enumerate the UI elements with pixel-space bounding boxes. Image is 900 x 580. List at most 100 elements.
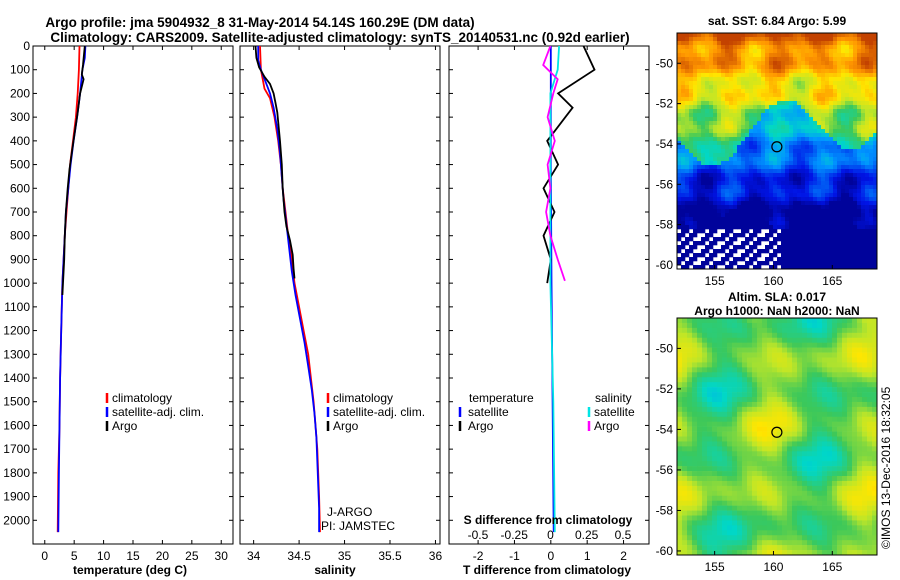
heatmap-cell [807,451,813,457]
heatmap-cell [817,133,822,138]
heatmap-cell [853,257,858,262]
heatmap-cell [753,229,758,234]
heatmap-cell [812,392,818,398]
heatmap-cell [812,401,818,408]
heatmap-cell [747,352,753,358]
heatmap-cell [865,209,870,214]
heatmap-cell [769,193,774,198]
heatmap-cell [777,505,783,511]
heatmap-cell [717,495,723,501]
heatmap-cell [827,515,833,521]
heatmap-cell [777,327,783,334]
heatmap-cell [707,515,713,521]
heatmap-cell [725,137,730,142]
heatmap-cell [857,352,863,358]
heatmap-cell [727,382,733,388]
heatmap-cell [685,89,690,94]
heatmap-cell [785,45,790,50]
heatmap-cell [689,133,694,138]
heatmap-cell [805,177,810,182]
heatmap-cell [809,117,814,122]
heatmap-cell [817,229,822,234]
heatmap-cell [757,392,763,398]
heatmap-cell [753,109,758,114]
heatmap-cell [701,89,706,94]
heatmap-cell [792,480,798,487]
heatmap-cell [789,109,794,114]
heatmap-cell [729,173,734,178]
heatmap-cell [737,233,742,238]
heatmap-cell [862,550,868,555]
heatmap-cell [872,357,877,363]
heatmap-cell [742,446,748,452]
heatmap-cell [841,201,846,206]
y-tick-label: 0 [23,39,30,53]
heatmap-cell [721,233,726,238]
heatmap-cell [752,362,758,368]
heatmap-cell [797,387,803,393]
heatmap-cell [712,441,718,447]
y-tick-label: 100 [10,63,30,77]
map-y-tick-label: -56 [656,463,674,477]
heatmap-cell [709,97,714,102]
heatmap-cell [765,81,770,86]
heatmap-cell [761,157,766,162]
heatmap-cell [797,81,802,86]
heatmap-cell [793,153,798,158]
heatmap-cell [717,157,722,162]
heatmap-cell [757,185,762,190]
heatmap-cell [825,37,830,42]
heatmap-cell [705,65,710,70]
heatmap-cell [741,189,746,194]
heatmap-cell [867,362,873,368]
heatmap-cell [872,332,877,339]
heatmap-cell [689,97,694,102]
heatmap-cell [722,500,728,506]
heatmap-cell [769,33,774,38]
heatmap-cell [707,337,713,343]
heatmap-cell [747,490,753,497]
heatmap-cell [747,471,753,477]
heatmap-cell [749,105,754,110]
heatmap-cell [813,221,818,226]
heatmap-cell [752,367,758,373]
heatmap-cell [797,221,802,226]
heatmap-cell [873,225,877,230]
heatmap-cell [837,540,843,546]
heatmap-cell [737,189,742,194]
heatmap-cell [701,41,706,46]
heatmap-cell [827,540,833,546]
heatmap-cell [867,421,873,427]
heatmap-cell [837,181,842,186]
heatmap-cell [837,237,842,242]
series-line-satellite-adj-clim- [257,46,321,533]
heatmap-cell [805,201,810,206]
heatmap-cell [749,165,754,170]
heatmap-cell [709,49,714,54]
heatmap-cell [677,456,683,462]
heatmap-cell [677,416,683,422]
heatmap-cell [842,510,848,516]
heatmap-cell [789,53,794,58]
heatmap-cell [802,535,808,541]
heatmap-cell [685,149,690,154]
heatmap-cell [827,352,833,358]
heatmap-cell [832,505,838,511]
heatmap-cell [829,53,834,58]
heatmap-cell [853,69,858,74]
heatmap-cell [721,245,726,250]
heatmap-cell [847,476,853,482]
heatmap-cell [767,318,773,324]
heatmap-cell [802,416,808,422]
heatmap-cell [757,495,763,501]
heatmap-cell [709,81,714,86]
heatmap-cell [697,416,703,422]
heatmap-cell [677,85,682,90]
heatmap-cell [832,416,838,422]
heatmap-cell [717,466,723,472]
heatmap-cell [713,193,718,198]
heatmap-cell [853,165,858,170]
heatmap-cell [765,69,770,74]
heatmap-cell [781,53,786,58]
heatmap-cell [827,357,833,363]
